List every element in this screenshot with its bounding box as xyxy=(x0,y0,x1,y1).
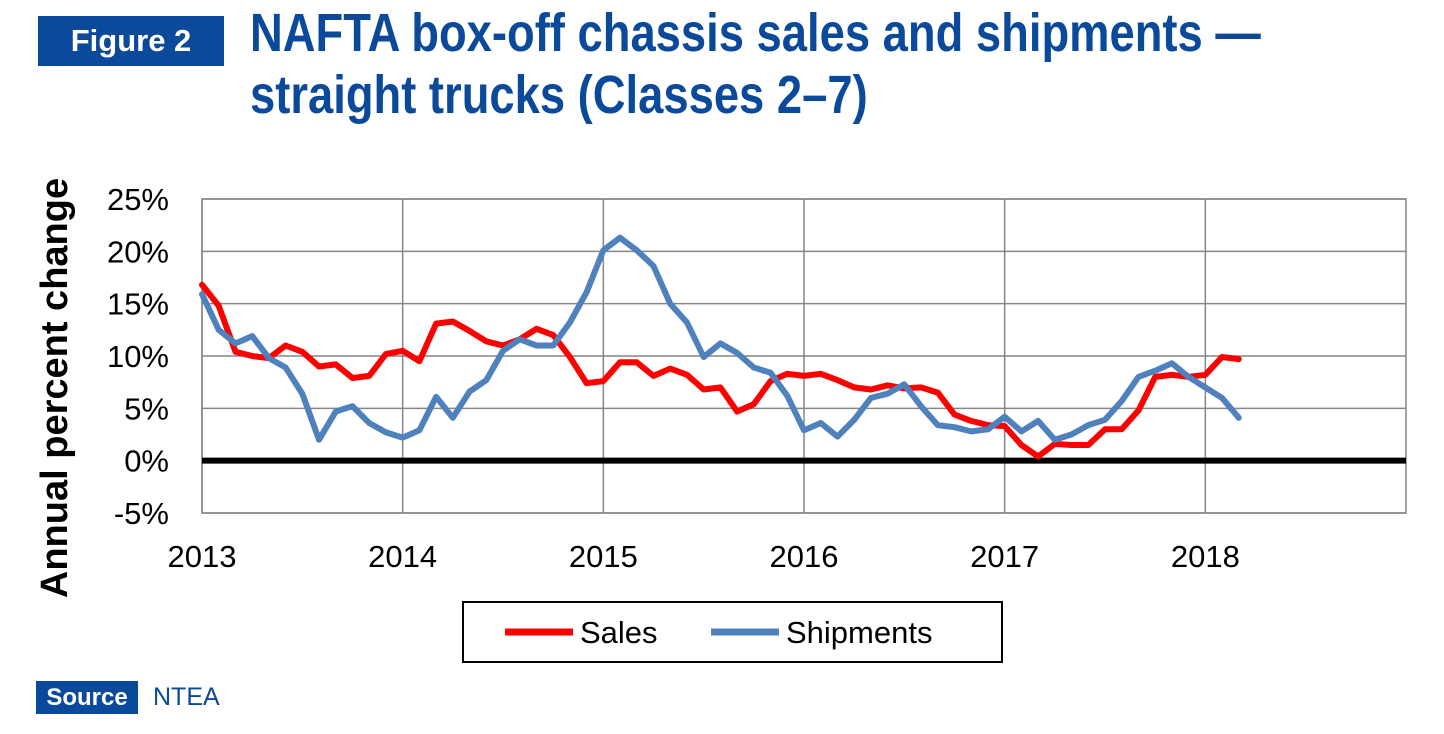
y-axis-label: Annual percent change xyxy=(34,178,76,598)
x-tick-label: 2015 xyxy=(569,539,638,574)
x-tick-label: 2017 xyxy=(970,539,1039,574)
x-tick-label: 2014 xyxy=(368,539,437,574)
y-axis-ticks: -5% 0% 5% 10% 15% 20% 25% xyxy=(107,182,169,531)
figure-label-badge: Figure 2 xyxy=(38,16,224,66)
legend-label-sales: Sales xyxy=(580,615,658,650)
x-tick-label: 2018 xyxy=(1171,539,1240,574)
chart-title: NAFTA box-off chassis sales and shipment… xyxy=(250,2,1261,126)
x-axis-ticks: 2013 2014 2015 2016 2017 2018 xyxy=(168,539,1240,574)
y-tick-label: 20% xyxy=(107,234,169,269)
chart-title-line-2: straight trucks (Classes 2–7) xyxy=(250,65,868,125)
y-tick-label: 15% xyxy=(107,287,169,322)
y-tick-label: 10% xyxy=(107,339,169,374)
y-tick-label: 25% xyxy=(107,182,169,217)
y-tick-label: 0% xyxy=(124,444,169,479)
series-line-sales xyxy=(199,281,1242,460)
y-tick-label: -5% xyxy=(114,496,169,531)
source-label-badge: Source xyxy=(36,681,138,714)
chart-gridlines xyxy=(201,198,1407,514)
y-tick-label: 5% xyxy=(124,391,169,426)
x-tick-label: 2016 xyxy=(770,539,839,574)
legend-label-shipments: Shipments xyxy=(786,615,932,650)
chart-title-line-1: NAFTA box-off chassis sales and shipment… xyxy=(250,3,1261,63)
chart-series-lines xyxy=(199,234,1242,460)
source-text: NTEA xyxy=(153,683,220,711)
legend: Sales Shipments xyxy=(462,601,1003,663)
x-tick-label: 2013 xyxy=(168,539,237,574)
series-line-shipments xyxy=(199,234,1242,443)
